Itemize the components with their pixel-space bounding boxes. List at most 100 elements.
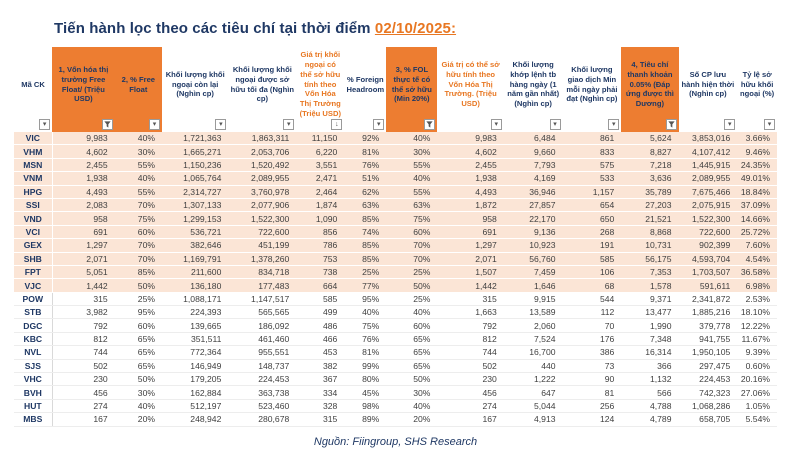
value-cell: 1,157 <box>562 185 622 199</box>
filter-dropdown-icon[interactable]: ▾ <box>608 119 620 131</box>
ticker-cell: SJS <box>14 359 53 374</box>
value-cell: 834,718 <box>228 265 297 280</box>
value-cell: 328 <box>296 399 345 414</box>
column-header-label: Giá trị khối ngoại có thể sở hữu tính th… <box>299 50 341 119</box>
value-cell: 211,600 <box>162 265 229 280</box>
value-cell: 1,938 <box>437 171 504 186</box>
value-cell: 179,205 <box>162 372 229 387</box>
value-cell: 1,065,764 <box>162 171 229 186</box>
value-cell: 40% <box>386 399 438 414</box>
filter-dropdown-icon[interactable]: ▾ <box>764 119 775 131</box>
filter-funnel-icon[interactable] <box>101 119 113 131</box>
column-header-4: Khối lượng khối ngoại được sở hữu tối đa… <box>228 47 297 133</box>
value-cell: 1,297 <box>437 238 504 253</box>
value-cell: 575 <box>562 158 622 173</box>
value-cell: 112 <box>562 305 622 320</box>
table-row-HPG: HPG 4,493 55% 2,314,727 3,760,978 2,464 62% 55%… <box>14 185 777 199</box>
value-cell: 9.39% <box>737 345 777 360</box>
value-cell: 81% <box>344 345 387 360</box>
value-cell: 565,565 <box>228 305 297 320</box>
value-cell: 1,442 <box>437 278 504 293</box>
value-cell: 772,364 <box>162 345 229 360</box>
column-header-label: 2, % Free Float <box>121 74 156 94</box>
value-cell: 486 <box>296 318 345 333</box>
filter-funnel-icon[interactable] <box>665 119 677 131</box>
filter-dropdown-icon[interactable]: ▾ <box>373 119 385 131</box>
value-cell: 25.72% <box>737 225 777 240</box>
value-cell: 315 <box>437 292 504 307</box>
value-cell: 49.01% <box>737 171 777 186</box>
filter-dropdown-icon[interactable]: ▾ <box>39 119 51 131</box>
value-cell: 2,077,906 <box>228 198 297 213</box>
value-cell: 92% <box>344 132 387 146</box>
value-cell: 18.84% <box>737 185 777 199</box>
sort-descending-filter-icon[interactable]: ↓ <box>331 119 343 131</box>
value-cell: 1,299,153 <box>162 211 229 226</box>
table-row-MBS: MBS 167 20% 248,942 280,678 315 89% 20% 167 4,913… <box>14 412 777 427</box>
value-cell: 4,107,412 <box>678 144 738 159</box>
ticker-cell: VCI <box>14 225 53 240</box>
filter-dropdown-icon[interactable]: ▾ <box>724 119 736 131</box>
value-cell: 13,477 <box>621 305 679 320</box>
value-cell: 2,464 <box>296 185 345 199</box>
table-row-DGC: DGC 792 60% 139,665 186,092 486 75% 60% 792 2,060… <box>14 318 777 333</box>
value-cell: 366 <box>621 359 679 374</box>
ticker-cell: VNM <box>14 171 53 186</box>
value-cell: 81 <box>562 385 622 400</box>
value-cell: 1,520,492 <box>228 158 297 173</box>
value-cell: 56,760 <box>503 252 563 266</box>
filter-funnel-icon[interactable] <box>424 119 436 131</box>
filter-dropdown-icon[interactable]: ▾ <box>215 119 227 131</box>
filter-dropdown-icon[interactable]: ▾ <box>149 119 160 131</box>
value-cell: 647 <box>503 385 563 400</box>
filter-dropdown-icon[interactable]: ▾ <box>283 119 295 131</box>
table-body: VIC 9,983 40% 1,721,363 1,863,311 11,150 92% 40… <box>14 132 777 427</box>
value-cell: 2,314,727 <box>162 185 229 199</box>
value-cell: 722,600 <box>678 225 738 240</box>
value-cell: 30% <box>114 144 162 159</box>
value-cell: 77% <box>344 278 387 293</box>
value-cell: 1,222 <box>503 372 563 387</box>
value-cell: 958 <box>437 211 504 226</box>
filter-dropdown-icon[interactable]: ▾ <box>549 119 561 131</box>
value-cell: 654 <box>562 198 622 213</box>
filter-dropdown-icon[interactable]: ▾ <box>490 119 502 131</box>
value-cell: 812 <box>52 332 115 347</box>
value-cell: 1,990 <box>621 318 679 333</box>
value-cell: 1,863,311 <box>228 132 297 146</box>
value-cell: 224,453 <box>228 372 297 387</box>
value-cell: 20% <box>386 412 438 427</box>
column-header-13: Tỷ lệ sở hữu khối ngoại (%) ▾ <box>737 47 777 133</box>
value-cell: 792 <box>437 318 504 333</box>
value-cell: 20.16% <box>737 372 777 387</box>
value-cell: 334 <box>296 385 345 400</box>
header-row: Mã CK ▾ 1, Vốn hóa thị trường Free Float/ … <box>14 47 777 133</box>
ticker-cell: GEX <box>14 238 53 253</box>
value-cell: 70% <box>114 198 162 213</box>
value-cell: 585 <box>296 292 345 307</box>
table-row-GEX: GEX 1,297 70% 382,646 451,199 786 85% 70% 1,297 1… <box>14 238 777 253</box>
value-cell: 65% <box>386 345 438 360</box>
value-cell: 55% <box>114 185 162 199</box>
value-cell: 502 <box>437 359 504 374</box>
value-cell: 76% <box>344 158 387 173</box>
column-header-7: 3, % FOL thực tế có thể sở hữu (Min 20%) <box>386 47 438 133</box>
value-cell: 51% <box>344 171 387 186</box>
value-cell: 99% <box>344 359 387 374</box>
value-cell: 0.60% <box>737 359 777 374</box>
value-cell: 461,460 <box>228 332 297 347</box>
value-cell: 523,460 <box>228 399 297 414</box>
value-cell: 315 <box>52 292 115 307</box>
value-cell: 2,089,955 <box>228 171 297 186</box>
value-cell: 2,089,955 <box>678 171 738 186</box>
value-cell: 36.58% <box>737 265 777 280</box>
value-cell: 2,083 <box>52 198 115 213</box>
value-cell: 70 <box>562 318 622 333</box>
value-cell: 95% <box>344 292 387 307</box>
ticker-cell: FPT <box>14 265 53 280</box>
value-cell: 50% <box>114 278 162 293</box>
value-cell: 1,885,216 <box>678 305 738 320</box>
value-cell: 2,060 <box>503 318 563 333</box>
value-cell: 167 <box>437 412 504 427</box>
value-cell: 2,071 <box>52 252 115 266</box>
